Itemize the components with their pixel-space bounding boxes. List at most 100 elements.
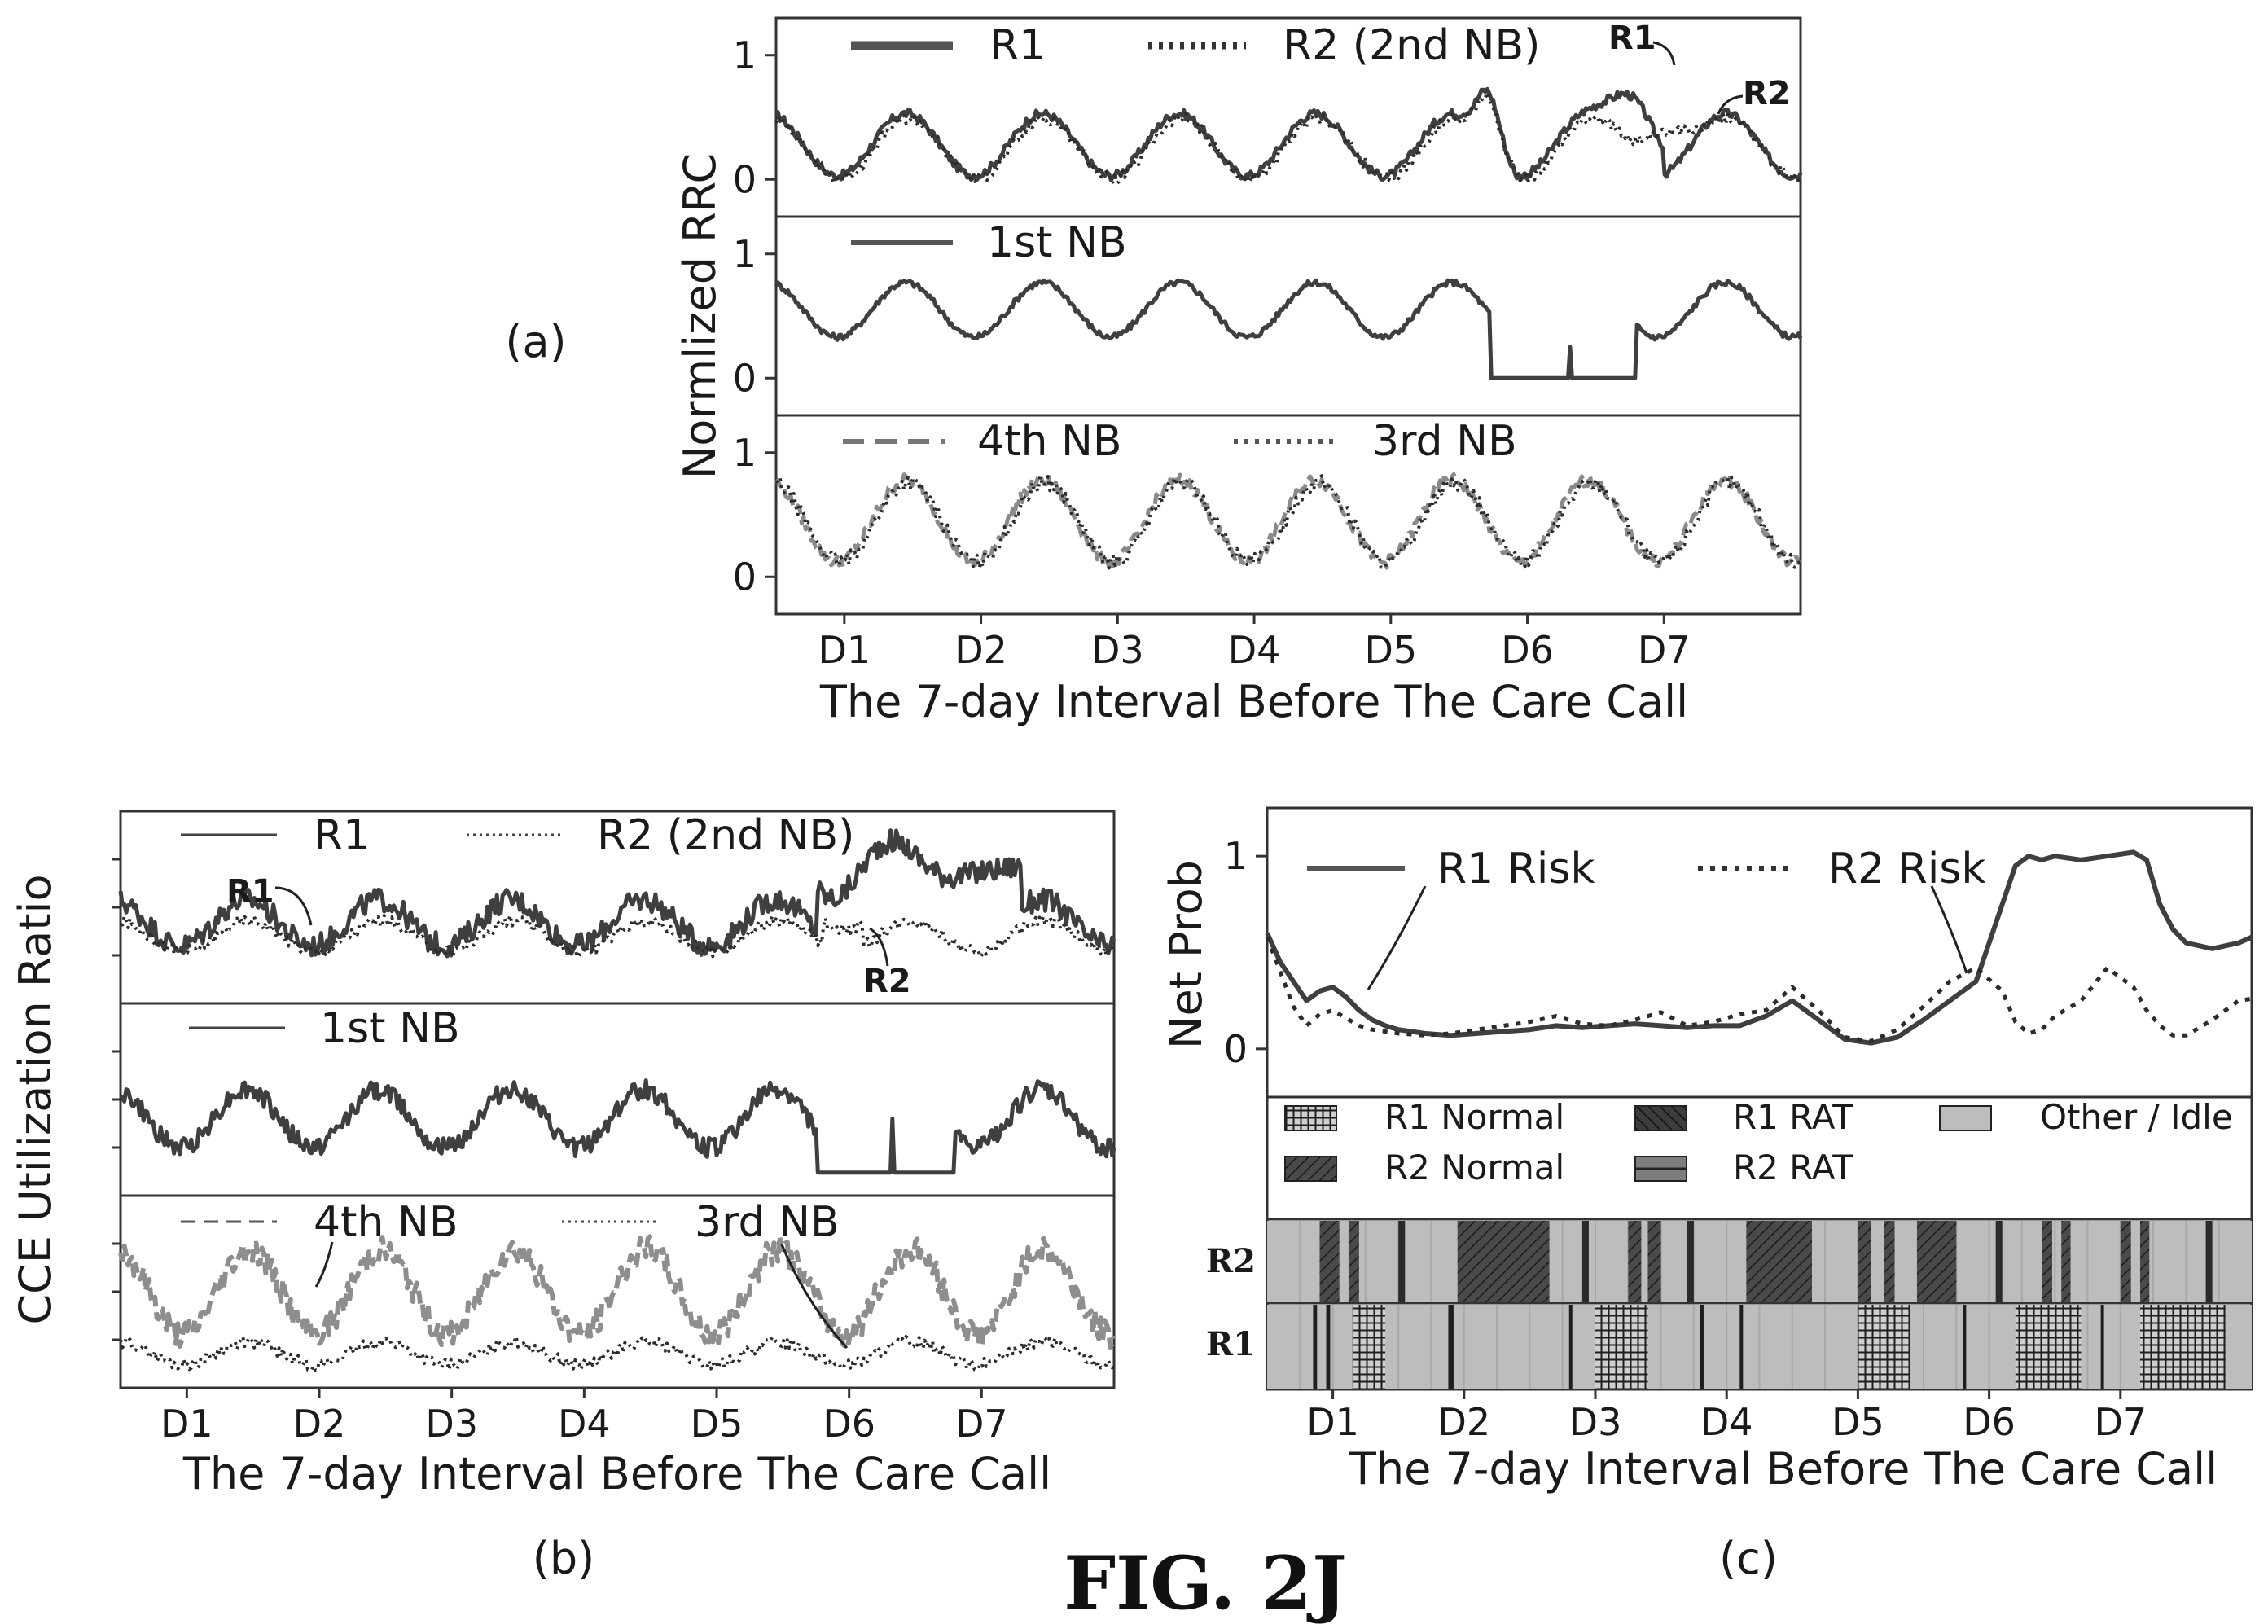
x-tick-label: D7 <box>1638 628 1691 672</box>
state-segment-r2-normal <box>1916 1221 1957 1302</box>
callout-r1: R1 <box>1608 20 1656 57</box>
chart-c-line-legend: R1 Risk R2 Risk <box>1307 845 1986 990</box>
series-line-r2-risk <box>1265 936 2253 1043</box>
chart-a: 0 1 0 1 0 1 D1 D2 D3 D4 D5 D6 D7 R1 R2 (2nd NB) R1 … <box>505 16 1803 727</box>
x-tick-label: D3 <box>1091 628 1144 672</box>
chart-a-legend-1: R1 R2 (2nd NB) <box>851 21 1540 70</box>
legend-label-r2-risk: R2 Risk <box>1828 845 1986 893</box>
legend-swatch-other-idle <box>1939 1105 1992 1131</box>
state-segment-r2-normal <box>1746 1221 1812 1302</box>
y-tick-label: 0 <box>733 356 757 400</box>
chart-a-y-ticks: 0 1 0 1 0 1 <box>733 33 776 599</box>
chart-a-subplot-3-frame <box>774 414 1802 616</box>
callout-r1-leader <box>274 886 313 926</box>
state-segment-r1-rat <box>1963 1305 1967 1389</box>
x-tick-label: D6 <box>1501 628 1554 672</box>
chart-a-panel-label: (a) <box>505 316 566 367</box>
x-tick-label: D6 <box>823 1402 875 1446</box>
chart-b-x-ticks: D1 D2 D3 D4 D5 D6 D7 <box>160 1388 1008 1446</box>
series-line-1st-nb <box>774 278 1803 380</box>
state-segment-r2-rat <box>1581 1221 1589 1302</box>
state-segment-r1-normal <box>1595 1305 1648 1389</box>
chart-b-pointers <box>314 1241 849 1350</box>
legend-label-other-idle: Other / Idle <box>2040 1097 2233 1137</box>
state-segment-r1-rat <box>1448 1305 1454 1389</box>
legend-label-r2-normal: R2 Normal <box>1384 1148 1564 1187</box>
state-row-label-r2: R2 <box>1206 1242 1256 1280</box>
legend-label-r1-rat: R1 RAT <box>1733 1097 1853 1137</box>
x-tick-label: D3 <box>425 1402 478 1446</box>
y-tick-label: 1 <box>733 33 757 77</box>
state-row-label-r1: R1 <box>1206 1325 1256 1363</box>
y-tick-label: 1 <box>1224 834 1248 878</box>
legend-label-4th-nb: 4th NB <box>314 1198 458 1247</box>
legend-label-3rd-nb: 3rd NB <box>695 1198 840 1247</box>
x-tick-label: D4 <box>558 1402 611 1446</box>
x-tick-label: D5 <box>1832 1400 1884 1444</box>
chart-c-panel-label: (c) <box>1719 1533 1778 1584</box>
series-line-r1 <box>775 86 1803 182</box>
chart-b: D1 D2 D3 D4 D5 D6 D7 R1 R2 (2nd NB) R1 R2 1st … <box>10 810 1116 1584</box>
state-segment-r2-normal <box>1884 1221 1895 1302</box>
legend-label-r2: R2 (2nd NB) <box>1283 21 1540 70</box>
series-line-r1 <box>118 828 1116 959</box>
x-tick-label: D6 <box>1963 1400 2016 1444</box>
chart-b-legend-2: 1st NB <box>189 1004 460 1053</box>
chart-a-callouts: R1 R2 <box>1608 20 1791 115</box>
x-tick-label: D2 <box>1437 1400 1490 1444</box>
y-tick-label: 0 <box>733 157 757 201</box>
y-tick-label: 0 <box>733 555 757 599</box>
state-segment-r1-normal <box>1352 1305 1386 1389</box>
callout-r1: R1 <box>226 873 274 911</box>
chart-b-y-ticks <box>112 858 121 1341</box>
callout-r2: R2 <box>863 963 911 1000</box>
pointer-3rd-nb <box>780 1244 849 1350</box>
series-line-1st-nb <box>119 1078 1116 1175</box>
chart-a-ylabel: Normlized RRC <box>674 153 726 479</box>
x-tick-label: D3 <box>1569 1400 1622 1444</box>
x-tick-label: D1 <box>160 1402 213 1446</box>
chart-a-frames <box>774 16 1802 616</box>
legend-swatch-r1-rat <box>1634 1105 1687 1131</box>
state-segment-r2-rat <box>1398 1221 1406 1302</box>
chart-c-state-rows <box>1267 1221 2252 1389</box>
state-segment-r2-normal <box>1348 1221 1359 1302</box>
state-segment-r2-normal <box>1647 1221 1661 1302</box>
chart-b-series <box>118 828 1116 1372</box>
chart-c-frame <box>1266 806 2253 1391</box>
x-tick-label: D2 <box>293 1402 346 1446</box>
pointer-r2-risk <box>1930 885 1968 974</box>
figure-title: FIG. 2J <box>1064 1540 1347 1624</box>
pointer-4th-nb <box>314 1241 334 1288</box>
x-tick-label: D7 <box>955 1402 1008 1446</box>
y-tick-label: 1 <box>733 431 757 475</box>
x-tick-label: D4 <box>1228 628 1281 672</box>
state-segment-r2-rat <box>1687 1221 1694 1302</box>
state-segment-r1-rat <box>2100 1305 2104 1389</box>
state-segment-r1-rat <box>1326 1305 1331 1389</box>
x-tick-label: D2 <box>954 628 1007 672</box>
y-tick-label: 0 <box>1224 1027 1248 1071</box>
state-segment-r2-rat <box>1995 1221 2003 1302</box>
x-tick-label: D4 <box>1700 1400 1753 1444</box>
state-segment-r1-normal <box>2139 1305 2226 1389</box>
pointer-r1-risk <box>1367 885 1427 990</box>
legend-label-r1: R1 <box>314 811 370 860</box>
chart-b-panel-label: (b) <box>533 1533 594 1584</box>
legend-label-r1: R1 <box>989 21 1046 70</box>
x-tick-label: D1 <box>818 628 871 672</box>
chart-c-ylabel: Net Prob <box>1160 860 1212 1049</box>
state-segment-r2-normal <box>2061 1221 2071 1302</box>
state-segment-r2-normal <box>1858 1221 1871 1302</box>
legend-label-r1-risk: R1 Risk <box>1437 845 1595 893</box>
chart-a-series <box>774 86 1803 570</box>
callout-r1-leader <box>1652 41 1676 66</box>
x-tick-label: D7 <box>2094 1400 2147 1444</box>
x-tick-label: D5 <box>1364 628 1417 672</box>
chart-b-legend-3: 4th NB 3rd NB <box>181 1198 840 1247</box>
legend-label-r2: R2 (2nd NB) <box>597 811 854 860</box>
legend-swatch-r1-normal <box>1284 1105 1337 1131</box>
y-tick-label: 1 <box>733 232 757 276</box>
chart-b-xlabel: The 7-day Interval Before The Care Call <box>182 1448 1051 1499</box>
